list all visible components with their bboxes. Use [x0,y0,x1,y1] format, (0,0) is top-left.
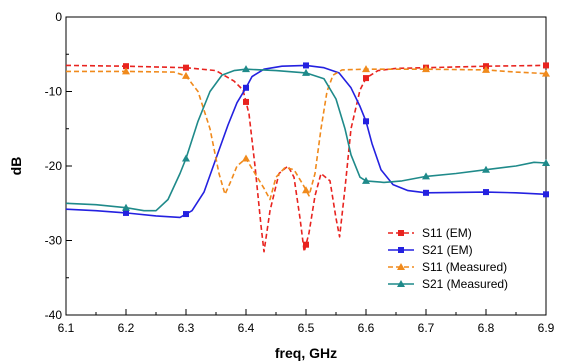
legend: S11 (EM) S21 (EM) S11 (Measured) S21 (Measu… [388,226,508,291]
data-point [543,191,549,198]
data-point [303,62,309,69]
x-tick-label: 6.4 [238,321,255,335]
data-point [302,186,310,194]
x-tick-label: 6.8 [478,321,495,335]
x-tick-label: 6.2 [118,321,135,335]
x-tick-label: 6.6 [358,321,375,335]
series-s21-measured [65,65,550,212]
data-point [363,75,369,82]
data-point [183,64,189,71]
x-axis-title: freq, GHz [275,345,337,361]
data-point [482,65,490,73]
x-tick-label: 6.1 [58,321,75,335]
data-point [363,118,369,125]
data-point [122,203,130,211]
data-point [182,71,190,79]
x-tick-label: 6.7 [418,321,435,335]
data-point [303,241,309,248]
data-point [422,172,430,180]
data-point [122,67,130,75]
x-tick-label: 6.3 [178,321,195,335]
data-point [242,154,250,162]
y-axis-title: dB [8,157,24,176]
series-s11-measured [66,65,550,201]
y-tick-label: 0 [55,10,62,24]
data-point [543,62,549,69]
legend-marker [398,230,404,236]
data-point [302,68,310,76]
data-point [182,154,190,162]
series-s21-em [65,62,549,219]
data-point [423,189,429,196]
y-tick-label: -10 [45,85,63,99]
data-point [422,65,430,73]
y-tick-label: -30 [45,234,63,248]
data-point [483,189,489,196]
data-point [542,69,550,77]
x-axis-ticks: 6.1 6.2 6.3 6.4 6.5 6.6 6.7 6.8 6.9 [58,309,555,335]
y-tick-label: -20 [45,159,63,173]
data-point [243,84,249,91]
data-point [362,176,370,184]
legend-marker [397,280,405,287]
legend-label: S21 (Measured) [422,277,508,291]
data-point [542,159,550,167]
data-point [123,63,129,70]
legend-marker [397,263,405,270]
legend-marker [398,247,404,253]
legend-label: S11 (EM) [422,226,472,240]
data-point [482,165,490,173]
data-point [242,65,250,73]
legend-label: S11 (Measured) [422,260,507,274]
data-point [362,65,370,73]
y-tick-label: -40 [45,308,63,322]
data-point [183,211,189,218]
legend-label: S21 (EM) [422,243,473,257]
x-tick-label: 6.5 [298,321,315,335]
series-line-s11-measured [66,68,547,201]
y-axis-ticks: 0 -10 -20 -30 -40 [45,10,72,322]
data-point [123,209,129,216]
data-point [243,98,249,105]
series-layer [65,62,550,253]
x-tick-label: 6.9 [538,321,555,335]
